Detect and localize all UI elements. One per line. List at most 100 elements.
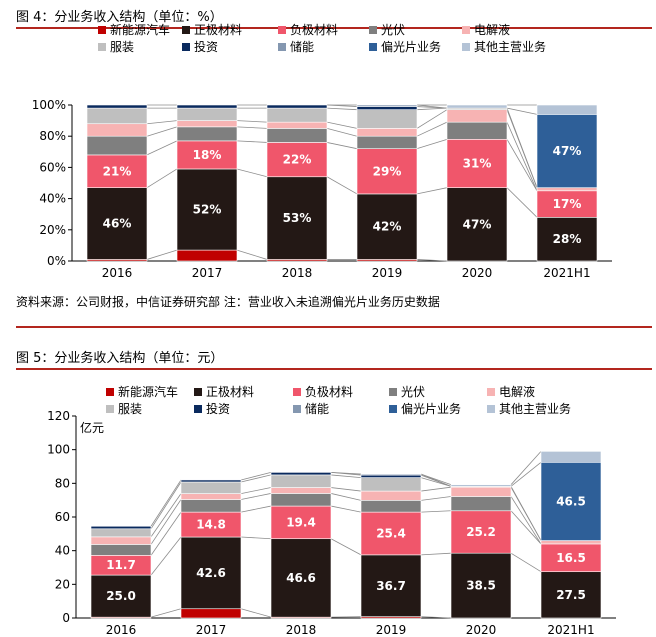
share-y-tick-label: 20% <box>39 223 66 237</box>
amount-legend-swatch <box>194 388 202 396</box>
amount-connector-line <box>150 481 182 529</box>
share-connector-line <box>236 126 268 129</box>
amount-connector-line <box>330 487 362 492</box>
share-legend-swatch <box>278 43 286 51</box>
share-legend-label: 电解液 <box>474 22 510 37</box>
share-connector-line <box>416 107 448 111</box>
amount-connector-line <box>510 461 542 487</box>
share-bar-segment <box>446 187 508 262</box>
share-bar-segment <box>266 176 328 260</box>
amount-bar-segment <box>180 499 242 513</box>
amount-bar-segment <box>270 474 332 488</box>
amount-bar-segment <box>90 536 152 545</box>
amount-bar-segment <box>360 474 422 478</box>
amount-legend-label: 新能源汽车 <box>118 384 178 399</box>
amount-data-label: 46.6 <box>286 571 316 585</box>
share-legend-swatch <box>369 43 377 51</box>
share-legend-swatch <box>98 43 106 51</box>
amount-data-label: 11.7 <box>106 558 136 572</box>
amount-legend-swatch <box>106 405 114 413</box>
amount-bar-segment <box>180 511 242 538</box>
share-connector-line <box>236 140 268 143</box>
share-connector-line <box>506 107 538 188</box>
share-connector-line <box>326 121 358 129</box>
amount-x-tick-label: 2019 <box>376 623 407 637</box>
figure1-title-rule <box>16 27 652 29</box>
amount-data-label: 38.5 <box>466 579 496 593</box>
amount-bar-segment <box>90 528 152 538</box>
amount-bar-segment <box>360 473 422 476</box>
amount-bar-segment <box>540 540 602 545</box>
share-bar-segment <box>176 140 238 170</box>
amount-bar-segment <box>270 472 332 476</box>
share-connector-line <box>326 107 358 111</box>
amount-connector-line <box>420 496 452 501</box>
share-bar-segment <box>86 154 148 188</box>
amount-data-label: 25.2 <box>466 525 496 539</box>
amount-bar-segment <box>540 451 602 463</box>
share-legend-swatch <box>369 26 377 34</box>
share-legend-swatch <box>278 26 286 34</box>
share-connector-line <box>416 121 448 137</box>
amount-legend-label: 其他主营业务 <box>499 401 571 416</box>
amount-connector-line <box>240 472 272 481</box>
share-data-label: 21% <box>103 164 132 178</box>
share-x-tick-label: 2019 <box>372 266 403 280</box>
amount-y-tick-label: 0 <box>62 611 70 625</box>
share-bar-segment <box>176 104 238 109</box>
amount-legend-label: 投资 <box>206 401 230 416</box>
amount-connector-line <box>240 474 272 483</box>
share-connector-line <box>416 259 448 262</box>
share-connector-line <box>326 128 358 137</box>
amount-connector-line <box>330 493 362 501</box>
share-data-label: 17% <box>553 197 582 211</box>
amount-data-label: 36.7 <box>376 579 406 593</box>
share-bar-segment <box>536 104 598 115</box>
share-connector-line <box>146 249 178 260</box>
amount-bar-segment <box>360 500 422 513</box>
amount-connector-line <box>420 616 452 619</box>
share-bar-segment <box>356 193 418 260</box>
share-connector-line <box>416 104 448 109</box>
amount-bar-segment <box>270 505 332 540</box>
amount-connector-line <box>150 479 182 527</box>
amount-bar-segment <box>450 552 512 619</box>
amount-connector-line <box>150 608 182 618</box>
share-bar-segment <box>266 104 328 109</box>
amount-data-label: 19.4 <box>286 515 316 529</box>
amount-connector-line <box>240 608 272 618</box>
share-data-label: 53% <box>283 211 312 225</box>
share-data-label: 47% <box>463 217 492 231</box>
amount-y-tick-label: 120 <box>47 409 70 423</box>
amount-bar-segment <box>270 487 332 494</box>
share-legend-swatch <box>462 43 470 51</box>
share-bar-segment <box>446 104 508 109</box>
amount-legend-label: 偏光片业务 <box>401 401 461 416</box>
share-data-label: 31% <box>463 157 492 171</box>
amount-bar-segment <box>450 486 512 497</box>
amount-connector-line <box>150 493 182 538</box>
share-connector-line <box>236 168 268 178</box>
amount-legend-swatch <box>293 388 301 396</box>
amount-data-label: 25.0 <box>106 589 136 603</box>
amount-legend-label: 服装 <box>118 402 142 416</box>
amount-bar-segment <box>90 544 152 556</box>
share-legend-label: 投资 <box>194 39 218 54</box>
share-data-label: 22% <box>283 153 312 167</box>
share-connector-line <box>236 249 268 260</box>
amount-connector-line <box>240 487 272 494</box>
share-legend-swatch <box>98 26 106 34</box>
share-data-label: 18% <box>193 148 222 162</box>
amount-bar-segment <box>450 496 512 512</box>
amount-connector-line <box>420 552 452 556</box>
amount-connector-line <box>420 486 452 492</box>
amount-x-tick-label: 2020 <box>466 623 497 637</box>
share-connector-line <box>146 126 178 137</box>
amount-connector-line <box>150 511 182 556</box>
share-x-tick-label: 2018 <box>282 266 313 280</box>
amount-bar-segment <box>540 461 602 541</box>
share-connector-line <box>326 176 358 195</box>
share-connector-line <box>146 140 178 156</box>
amount-connector-line <box>420 473 452 486</box>
